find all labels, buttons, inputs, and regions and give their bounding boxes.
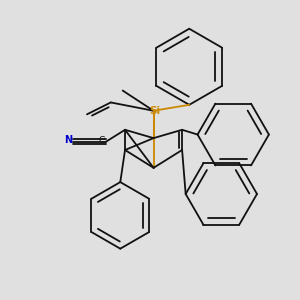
Text: C: C [98,136,104,145]
Text: N: N [64,136,72,146]
Text: Si: Si [149,106,160,116]
